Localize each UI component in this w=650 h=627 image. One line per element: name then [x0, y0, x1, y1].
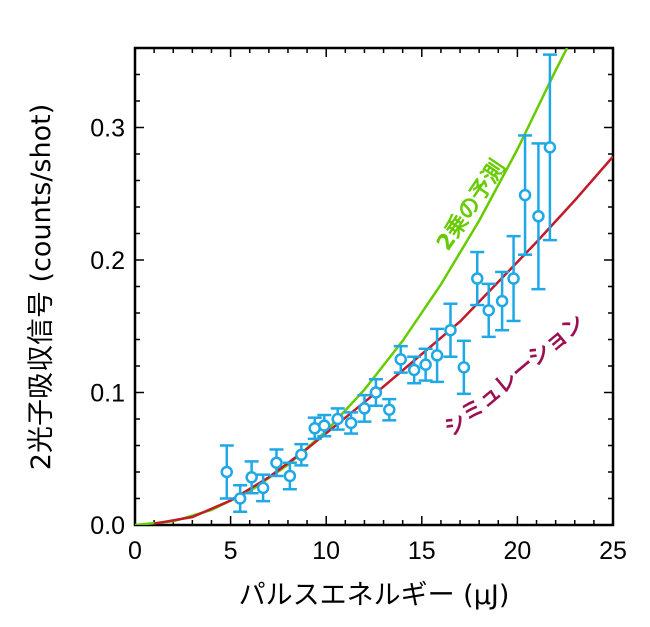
x-tick-label: 0 — [128, 537, 142, 565]
plot-area — [135, 48, 613, 525]
data-point — [481, 282, 496, 339]
data-point — [430, 327, 445, 384]
data-marker — [543, 141, 557, 154]
data-points — [219, 53, 557, 513]
x-tick-label: 10 — [312, 537, 340, 565]
x-tick-label: 25 — [599, 537, 627, 565]
data-point — [542, 53, 557, 242]
data-point — [344, 411, 359, 435]
data-point — [368, 378, 383, 407]
data-marker — [220, 465, 234, 479]
data-marker — [318, 419, 331, 432]
tick-labels: 0 5 10 15 20 25 0.0 0.1 0.2 0.3 — [90, 115, 627, 566]
data-point — [531, 142, 546, 291]
data-point — [244, 460, 259, 495]
data-marker — [383, 403, 396, 416]
data-marker — [233, 492, 247, 505]
data-marker — [270, 456, 283, 469]
data-point — [282, 461, 297, 491]
data-point — [443, 302, 458, 358]
y-tick-label: 0.2 — [90, 247, 125, 275]
data-point — [382, 397, 397, 422]
data-marker — [407, 363, 421, 377]
x-axis-title: パルスエネルギー (μJ) — [239, 580, 510, 611]
data-point — [294, 442, 309, 467]
data-point — [219, 444, 234, 500]
quadratic-prediction-label: 2乗の予測 — [432, 156, 510, 256]
data-marker — [470, 272, 484, 285]
data-marker — [358, 402, 371, 415]
y-axis-title: 2光子吸収信号 (counts/shot) — [26, 104, 57, 470]
data-point — [393, 344, 408, 374]
y-tick-label: 0.0 — [90, 512, 125, 540]
x-tick-label: 15 — [408, 537, 436, 565]
data-marker — [495, 294, 509, 308]
data-point — [407, 355, 422, 385]
y-tick-label: 0.1 — [90, 380, 125, 408]
data-point — [233, 484, 248, 513]
data-marker — [532, 210, 545, 223]
data-marker — [369, 386, 383, 399]
data-point — [317, 413, 332, 438]
data-marker — [444, 323, 457, 337]
data-marker — [283, 469, 297, 483]
data-point — [269, 448, 284, 478]
simulation-label: シミュレーション — [440, 310, 590, 442]
data-marker — [482, 304, 495, 317]
y-tick-label: 0.3 — [90, 115, 125, 143]
plot-frame — [133, 46, 615, 527]
data-point — [518, 134, 533, 256]
data-marker — [331, 412, 344, 426]
axis-ticks — [134, 47, 614, 526]
data-marker — [457, 361, 471, 374]
x-tick-label: 5 — [224, 537, 238, 565]
data-point — [506, 234, 521, 323]
simulation-line — [153, 155, 613, 525]
data-point — [495, 270, 510, 332]
x-tick-label: 20 — [503, 537, 531, 565]
data-point — [470, 250, 485, 307]
data-marker — [419, 358, 432, 371]
data-point — [418, 347, 433, 382]
data-marker — [430, 349, 444, 362]
data-point — [456, 339, 471, 396]
data-marker — [518, 188, 532, 202]
data-marker — [256, 481, 270, 495]
data-marker — [295, 448, 308, 462]
data-marker — [344, 416, 358, 430]
data-marker — [507, 272, 520, 285]
data-point — [357, 393, 372, 423]
data-marker — [394, 353, 408, 366]
data-point — [256, 473, 271, 503]
data-point — [330, 407, 345, 431]
data-marker — [245, 471, 258, 484]
